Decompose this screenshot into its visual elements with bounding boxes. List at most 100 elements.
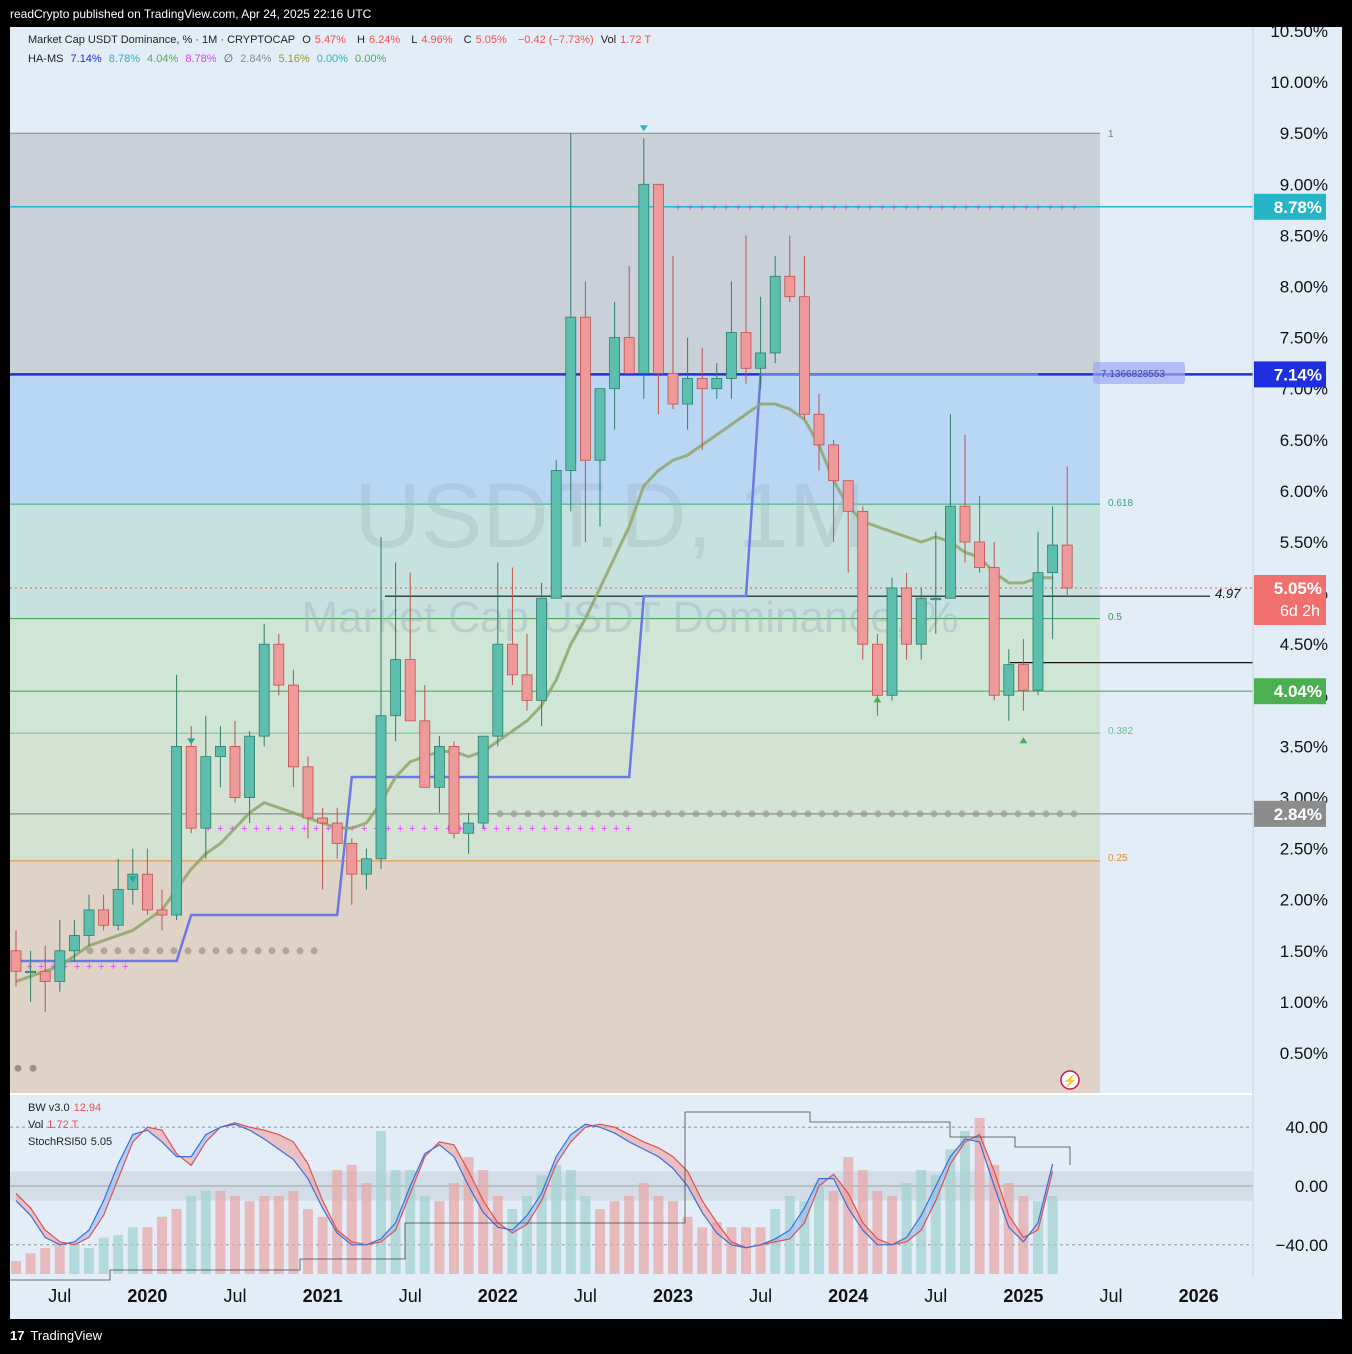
candle-body	[886, 587, 898, 696]
candle-body	[185, 746, 197, 829]
cross-marker: +	[86, 961, 92, 973]
legend-vol-value: 1.72 T	[620, 34, 652, 46]
candle-body	[229, 746, 241, 798]
candle-body	[755, 352, 766, 369]
cross-marker: +	[445, 823, 451, 835]
cross-marker: +	[205, 823, 211, 835]
volume-bar	[332, 1170, 343, 1274]
candle-2023-05	[726, 281, 737, 399]
candle-2024-12	[1003, 649, 1015, 721]
osc-fill	[541, 1156, 557, 1201]
cross-marker: +	[265, 823, 271, 835]
candle-2022-11	[638, 138, 650, 399]
cross-marker: +	[385, 823, 391, 835]
candle-2024-10	[974, 496, 985, 573]
legend-line-1[interactable]: Market Cap USDT Dominance, % · 1M · CRYP…	[28, 34, 659, 46]
osc-fill	[804, 1178, 819, 1223]
candle-body	[521, 674, 533, 701]
candle-body	[638, 183, 650, 374]
price-tick: 6.00%	[1280, 482, 1328, 501]
candle-body	[404, 659, 416, 722]
osc-fill	[629, 1134, 644, 1150]
dot-marker	[1042, 810, 1050, 818]
cross-marker: +	[457, 823, 463, 835]
dot-marker	[29, 1064, 37, 1072]
osc-fill	[249, 1127, 265, 1139]
candle-2019-09	[83, 894, 95, 946]
legend-bw[interactable]: BW v3.0 12.94	[28, 1102, 105, 1114]
signal-arrow	[639, 125, 648, 132]
osc-fill	[16, 1193, 31, 1216]
legend-vol2[interactable]: Vol 1.72 T	[28, 1119, 82, 1131]
time-tick: 2022	[478, 1286, 518, 1306]
candle-2022-02	[506, 567, 518, 686]
legend-low-label: L	[411, 34, 418, 46]
price-badge-label: 4.04%	[1274, 682, 1322, 701]
candle-body	[682, 378, 693, 405]
cross-marker: +	[843, 202, 849, 214]
cross-marker: +	[699, 202, 705, 214]
candle-body	[214, 746, 226, 758]
candle-body	[287, 684, 299, 768]
hline-4-97-label: 4.97	[1215, 586, 1241, 601]
volume-bar	[463, 1157, 474, 1274]
candle-2022-10	[623, 266, 635, 374]
candle-body	[156, 909, 168, 916]
candle-2020-03	[171, 674, 183, 921]
candle-body	[463, 822, 475, 834]
candle-body	[623, 337, 635, 374]
candle-2023-11	[813, 393, 825, 471]
osc-fill	[191, 1134, 206, 1166]
candle-body	[419, 720, 431, 788]
price-axis: 10.50%10.00%9.50%9.00%8.50%8.00%7.50%7.0…	[1254, 22, 1328, 1255]
volume-bar	[872, 1190, 883, 1274]
candles	[10, 133, 1073, 1013]
legend-low: L 4.96%	[411, 34, 456, 46]
dot-marker	[636, 810, 644, 818]
dot-marker	[958, 810, 966, 818]
volume-bar	[974, 1118, 985, 1274]
moving-average	[15, 402, 1053, 983]
candle-body	[346, 843, 358, 875]
cross-marker: +	[493, 823, 499, 835]
legend-line-2[interactable]: HA-MS 7.14% 8.78% 4.04% 8.78% ∅ 2.84% 5.…	[28, 52, 390, 65]
dot-marker	[1070, 810, 1078, 818]
cross-marker: +	[409, 823, 415, 835]
watermark-name: Market Cap USDT Dominance, %	[302, 593, 959, 642]
chart-area[interactable]: + + + + + + + + + + + + + + + + + + + + + + + + + + + + + + + + + + + + + + + +…	[10, 22, 1342, 1319]
legend-stoch[interactable]: StochRSI50 5.05	[28, 1136, 116, 1148]
cross-marker: +	[1071, 202, 1077, 214]
volume-bar	[40, 1248, 51, 1274]
volume-bar	[449, 1183, 459, 1274]
volume-bar	[887, 1196, 897, 1274]
candle-body	[799, 296, 810, 415]
volume-bar	[595, 1209, 605, 1274]
dot-marker	[114, 947, 122, 955]
volume-bar	[230, 1196, 240, 1274]
candle-body	[331, 822, 343, 844]
watermark-symbol: USDT.D, 1M	[354, 465, 865, 567]
lightning-icon: ⚡	[1060, 1070, 1080, 1090]
candle-2021-02	[331, 807, 343, 859]
volume-bar	[113, 1235, 124, 1274]
osc-fill	[789, 1208, 805, 1239]
chart-svg[interactable]: + + + + + + + + + + + + + + + + + + + + + + + + + + + + + + + + + + + + + + + +…	[10, 22, 1342, 1319]
osc-fill	[468, 1171, 484, 1213]
time-axis: Jul 2020 Jul 2021 Jul 2022 Jul 2023 Jul 2024 Jul 20…	[48, 27, 1254, 1306]
candle-body	[39, 970, 51, 982]
osc-fill	[527, 1193, 542, 1225]
candle-body	[390, 659, 402, 717]
osc-tick: −40.00	[1276, 1236, 1328, 1255]
footer[interactable]: 17 TradingView	[10, 1328, 102, 1343]
time-tick: 2026	[1179, 1286, 1219, 1306]
cross-marker: +	[397, 823, 403, 835]
volume-bar	[960, 1131, 970, 1274]
volume-bar	[405, 1170, 416, 1274]
osc-fill	[702, 1200, 717, 1234]
candle-body	[594, 388, 606, 461]
volume-bar	[361, 1183, 372, 1274]
dot-marker	[608, 810, 616, 818]
candle-body	[915, 597, 927, 645]
legend-open: O 5.47%	[302, 34, 350, 46]
